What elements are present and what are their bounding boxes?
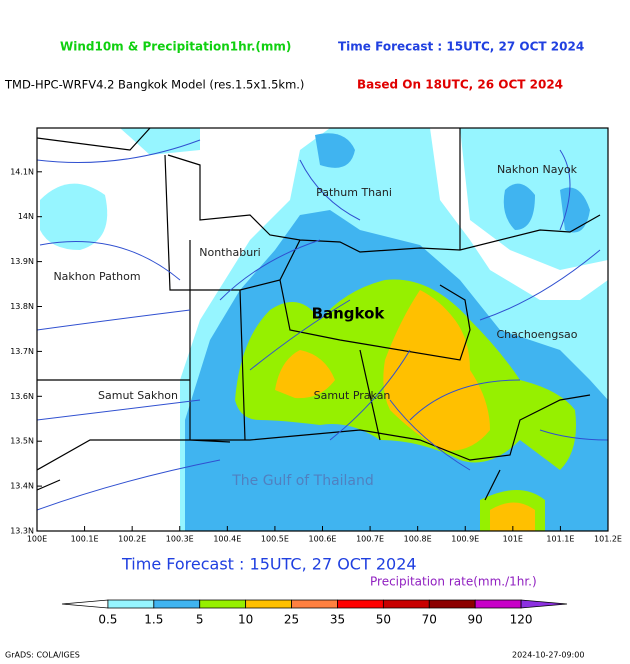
colorbar-swatch — [520, 599, 568, 609]
title: Wind10m & Precipitation1hr.(mm) — [60, 40, 291, 54]
place-label: Nakhon Pathom — [53, 270, 140, 283]
footer-left: GrADS: COLA/IGES — [5, 651, 80, 660]
x-tick-label: 100.3E — [166, 535, 194, 544]
footer-right: 2024-10-27-09:00 — [512, 651, 584, 660]
based-on: Based On 18UTC, 26 OCT 2024 — [357, 78, 563, 92]
places: Pathum Thani Nakhon Nayok Nonthaburi Nakhon… — [53, 163, 577, 489]
y-tick-label: 13.4N — [10, 482, 34, 491]
colorbar-label: 70 — [422, 613, 437, 627]
colorbar-label: 120 — [510, 613, 533, 627]
y-tick-label: 13.3N — [10, 527, 34, 536]
colorbar-swatch — [382, 599, 430, 609]
place-label: Pathum Thani — [316, 186, 392, 199]
colorbar-swatch — [291, 599, 338, 609]
x-tick-label: 101.1E — [546, 535, 574, 544]
x-tick-label: 100.4E — [213, 535, 241, 544]
axes: 100E 100.1E 100.2E 100.3E 100.4E 100.5E 100.6E… — [10, 167, 622, 543]
x-tick-label: 101.2E — [594, 535, 622, 544]
colorbar-swatch — [107, 599, 155, 609]
place-label: Nakhon Nayok — [497, 163, 578, 176]
caption-forecast: Time Forecast : 15UTC, 27 OCT 2024 — [121, 555, 417, 574]
y-tick-label: 13.6N — [10, 392, 34, 401]
forecast: Time Forecast : 15UTC, 27 OCT 2024 — [338, 40, 584, 54]
place-label: Bangkok — [312, 305, 386, 323]
place-label: Nonthaburi — [199, 246, 261, 259]
model: TMD-HPC-WRFV4.2 Bangkok Model (res.1.5x1… — [4, 78, 304, 92]
colorbar-swatch — [61, 599, 109, 609]
colorbar-swatch — [199, 599, 247, 609]
y-tick-label: 13.9N — [10, 257, 34, 266]
colorbar-label: 0.5 — [98, 613, 117, 627]
y-tick-label: 13.7N — [10, 347, 34, 356]
colorbar-label: 50 — [376, 613, 391, 627]
map — [37, 128, 608, 531]
x-tick-label: 100.7E — [356, 535, 384, 544]
colorbar: 0.5 1.5 5 10 25 35 50 70 90 120 — [61, 599, 568, 627]
unit: Precipitation rate(mm./1hr.) — [370, 575, 537, 589]
place-label: Samut Sakhon — [98, 389, 178, 402]
x-tick-label: 100.8E — [404, 535, 432, 544]
colorbar-label: 1.5 — [144, 613, 163, 627]
x-tick-label: 100.6E — [309, 535, 337, 544]
colorbar-swatch — [428, 599, 476, 609]
colorbar-swatch — [153, 599, 201, 609]
colorbar-label: 25 — [284, 613, 299, 627]
colorbar-label: 90 — [468, 613, 483, 627]
x-tick-label: 100.2E — [118, 535, 146, 544]
y-tick-label: 13.5N — [10, 437, 34, 446]
colorbar-label: 10 — [238, 613, 253, 627]
x-tick-label: 100.9E — [451, 535, 479, 544]
x-tick-label: 101E — [503, 535, 523, 544]
x-tick-label: 100E — [27, 535, 47, 544]
place-label: Samut Prakan — [314, 389, 391, 402]
y-tick-label: 14.1N — [10, 167, 34, 176]
y-tick-label: 13.8N — [10, 302, 34, 311]
place-label: Chachoengsao — [496, 328, 577, 341]
y-tick-label: 14N — [18, 212, 34, 221]
x-tick-label: 100.5E — [261, 535, 289, 544]
colorbar-swatch — [474, 599, 522, 609]
place-label: The Gulf of Thailand — [231, 473, 374, 489]
colorbar-label: 35 — [330, 613, 345, 627]
x-tick-label: 100.1E — [71, 535, 99, 544]
colorbar-swatch — [245, 599, 292, 609]
colorbar-label: 5 — [196, 613, 204, 627]
colorbar-swatch — [337, 599, 384, 609]
